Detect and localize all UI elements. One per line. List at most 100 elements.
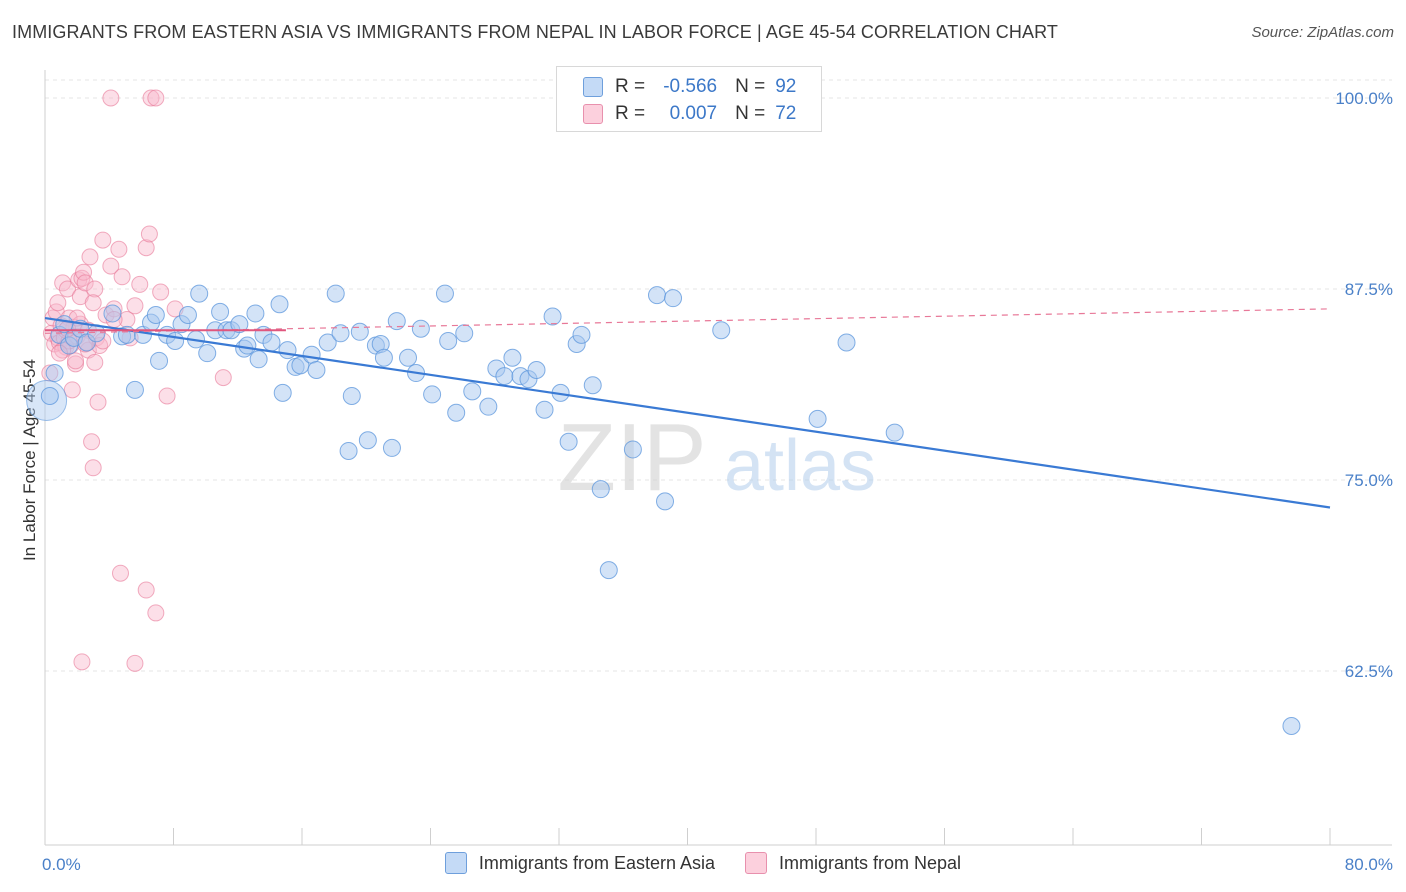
nepal-point [73,269,91,287]
nepal-point [137,581,155,599]
eastern-asia-point [591,480,610,499]
eastern-asia-point [463,382,482,401]
nepal-point [110,240,128,258]
x-tick-label-max: 80.0% [1345,855,1393,874]
grid-lines [45,79,1392,672]
eastern-asia-point [238,336,257,355]
nepal-point [113,268,131,286]
eastern-asia-point [447,403,466,422]
eastern-asia-point [387,312,406,331]
eastern-asia-point [103,304,122,323]
y-tick-label: 87.5% [1345,280,1393,299]
eastern-asia-point [656,492,675,511]
nepal-point [102,257,120,275]
nepal-point [75,263,93,281]
eastern-asia-point [178,305,197,324]
eastern-asia-point [559,432,578,451]
eastern-asia-point [527,360,546,379]
nepal-point [76,274,94,292]
eastern-asia-point [1282,717,1301,736]
eastern-asia-point [307,360,326,379]
eastern-asia-point [495,367,514,386]
eastern-asia-point [211,302,230,321]
legend-item-nepal: Immigrants from Nepal [745,852,961,874]
y-tick-label: 75.0% [1345,471,1393,490]
r-value: 0.007 [669,103,718,124]
eastern-asia-point [623,440,642,459]
eastern-asia-point [808,409,827,428]
eastern-asia-point [302,345,321,364]
y-tick-label: 100.0% [1335,89,1393,108]
eastern-asia-trend-line [44,316,1331,509]
eastern-asia-point [198,344,217,363]
eastern-asia-point [249,350,268,369]
eastern-asia-point [146,305,165,324]
eastern-asia-point [423,385,442,404]
eastern-asia-point [125,380,144,399]
eastern-asia-point [326,284,345,303]
nepal-point [111,564,129,582]
nepal-point [49,294,67,312]
legend-swatch-blue [583,77,603,97]
watermark-atlas: atlas [724,426,876,506]
nepal-trend-line-dashed [44,308,1331,334]
nepal-point [102,89,120,107]
eastern-asia-points [26,284,1301,736]
trend-lines [44,308,1331,509]
legend-row-nepal: R = 0.007 N = 72 [583,100,796,128]
eastern-asia-point [246,304,265,323]
eastern-asia-point [273,383,292,402]
eastern-asia-point [331,324,350,343]
eastern-asia-point [543,307,562,326]
eastern-asia-point [230,315,249,334]
eastern-asia-point [435,284,454,303]
nepal-point [94,231,112,249]
eastern-asia-point [342,386,361,405]
legend-swatch-blue [444,852,467,874]
eastern-asia-point [278,341,297,360]
r-label: R = [615,103,646,124]
correlation-legend: R = -0.566 N = 92 R = 0.007 N = 72 [556,66,822,132]
eastern-asia-point [262,333,281,352]
eastern-asia-point [479,397,498,416]
eastern-asia-point [583,376,602,395]
chart-title: IMMIGRANTS FROM EASTERN ASIA VS IMMIGRAN… [12,22,1058,42]
n-label: N = [735,76,766,97]
eastern-asia-point [535,400,554,419]
eastern-asia-point [712,321,731,340]
nepal-point [131,275,149,293]
legend-label: Immigrants from Eastern Asia [478,852,715,873]
nepal-point [63,381,81,399]
nepal-point [214,369,232,387]
nepal-point [67,352,85,370]
nepal-point [126,297,144,315]
nepal-point [89,393,107,411]
eastern-asia-point [374,348,393,367]
eastern-asia-point [166,331,185,350]
legend-swatch-pink [583,104,603,124]
eastern-asia-point [270,295,289,314]
legend-item-eastern-asia: Immigrants from Eastern Asia [444,852,715,874]
eastern-asia-point [572,325,591,344]
eastern-asia-point [45,364,64,383]
eastern-asia-point [411,319,430,338]
eastern-asia-point [647,286,666,305]
nepal-point [147,604,165,622]
nepal-point [84,459,102,477]
nepal-points [41,89,232,672]
nepal-point [81,248,99,266]
n-value: 72 [775,103,797,124]
nepal-point [73,653,91,671]
nepal-point [137,239,155,257]
nepal-point [83,433,101,451]
y-tick-label: 62.5% [1345,662,1393,681]
eastern-asia-point [399,348,418,367]
legend-row-eastern-asia: R = -0.566 N = 92 [583,73,796,101]
eastern-asia-point [358,431,377,450]
eastern-asia-point [350,322,369,341]
r-label: R = [615,76,646,97]
eastern-asia-point [382,438,401,457]
axes [44,70,1392,846]
nepal-point [152,283,170,301]
